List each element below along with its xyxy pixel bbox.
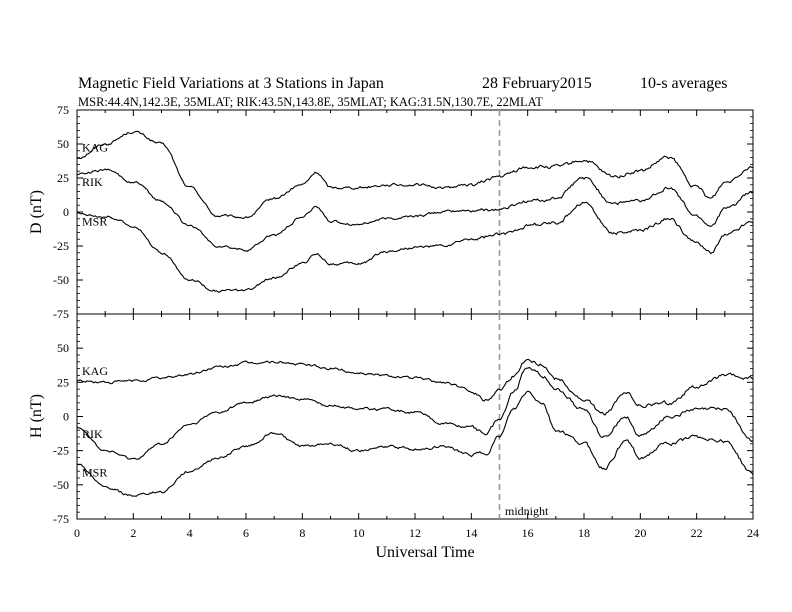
chart-marks: 75 50 25 0 -25 -50 -75 KAG RIK MSR 50 25 0 -25 -50 -75 0… [53,103,759,540]
x-tick-label: 14 [465,526,477,540]
x-tick-label: 24 [747,526,759,540]
midnight-label: midnight [505,504,549,518]
x-tick-label: 12 [409,526,421,540]
y-tick-label: -75 [53,512,69,526]
x-tick-label: 20 [634,526,646,540]
panel-h-frame [76,313,754,520]
station-info: MSR:44.4N,142.3E, 35MLAT; RIK:43.5N,143.… [78,95,543,109]
y-tick-label: 25 [57,171,69,185]
x-tick-label: 0 [74,526,80,540]
y-tick-label: 75 [57,103,69,117]
trace-h-kag [76,358,754,416]
trace-h-rik [76,366,754,460]
series-label-kag: KAG [82,364,108,378]
panel-d-frame [76,109,754,315]
x-tick-label: 6 [243,526,249,540]
y-tick-label: 50 [57,137,69,151]
y-tick-label: -25 [53,239,69,253]
y-tick-label: -50 [53,478,69,492]
panel-d-ylabel: D (nT) [28,190,45,234]
y-tick-label: 25 [57,375,69,389]
chart-title: Magnetic Field Variations at 3 Stations … [78,75,384,92]
trace-d-msr [76,201,754,293]
series-label-rik: RIK [82,175,103,189]
trace-h-msr [76,390,754,497]
panel-h-ylabel: H (nT) [28,394,45,438]
series-label-msr: MSR [82,465,107,479]
y-tick-label: -75 [53,307,69,321]
y-tick-label: 50 [57,341,69,355]
trace-d-kag [76,130,754,219]
series-label-msr: MSR [82,214,107,228]
chart-date: 28 February2015 [482,75,592,92]
y-tick-label: -25 [53,444,69,458]
x-tick-label: 18 [578,526,590,540]
y-tick-label: 0 [63,205,69,219]
series-label-kag: KAG [82,141,108,155]
x-tick-label: 10 [353,526,365,540]
x-tick-label: 4 [187,526,193,540]
trace-d-rik [76,168,754,252]
x-axis-label: Universal Time [375,544,474,561]
series-label-rik: RIK [82,427,103,441]
x-tick-label: 8 [299,526,305,540]
y-tick-label: -50 [53,273,69,287]
x-tick-label: 2 [130,526,136,540]
chart-averaging: 10-s averages [640,75,728,92]
y-tick-label: 0 [63,410,69,424]
x-tick-label: 16 [522,526,534,540]
x-tick-label: 22 [691,526,703,540]
